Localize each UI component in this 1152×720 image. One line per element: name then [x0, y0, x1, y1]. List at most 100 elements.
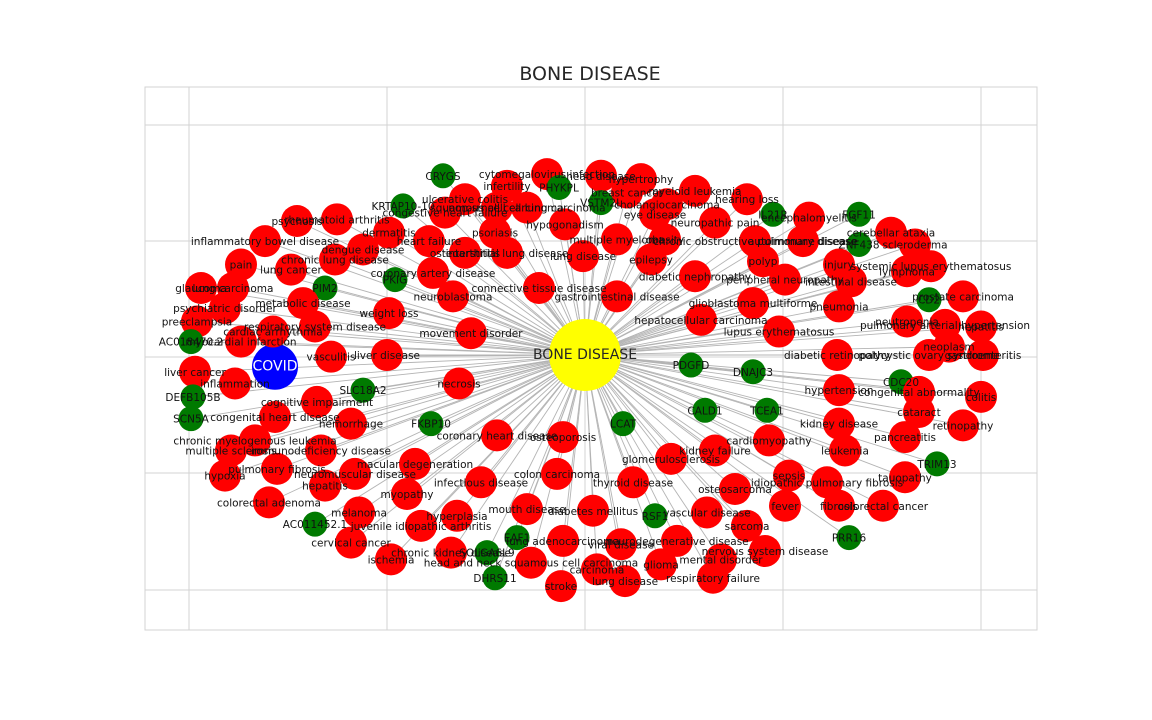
node-lung-cancer-46 [275, 253, 307, 286]
node-infectious-disease-125 [465, 466, 497, 499]
node-pim2-55 [312, 275, 338, 301]
node-lung-disease-40 [567, 240, 599, 273]
label-pdgfd-83: PDGFD [673, 360, 710, 372]
label-non-small-cell-lung-carcinoma-16: non-small cell lung carcinoma [448, 203, 605, 215]
label-cald1-97: CALD1 [687, 405, 722, 417]
node-movement-disorder-75 [455, 317, 487, 350]
label-chronic-myelogenous-leukemia-109: chronic myelogenous leukemia [173, 435, 336, 447]
edge-dengue-disease-37 [362, 249, 586, 356]
node-covid-1 [252, 343, 298, 390]
label-myopathy-129: myopathy [381, 489, 434, 501]
node-necrosis-89 [443, 367, 475, 400]
label-neuroblastoma-58: neuroblastoma [414, 291, 493, 303]
label-neuropathic-pain-22: neuropathic pain [671, 218, 760, 230]
label-glioma-155: glioma [643, 559, 679, 571]
node-kidney-disease-101 [823, 407, 855, 440]
label-fgf11-18: FGF11 [842, 209, 876, 221]
node-cardiac-arrhythmia-73 [257, 315, 289, 348]
label-injury-44: injury [824, 260, 854, 272]
label-infectious-disease-125: infectious disease [434, 477, 528, 489]
node-cataract-98 [903, 395, 935, 428]
label-preeclampsia-67: preeclampsia [162, 317, 233, 329]
node-myeloid-leukemia-8 [679, 174, 711, 207]
label-respiratory-system-disease-72: respiratory system disease [244, 322, 386, 334]
label-defb105b-94: DEFB105B [165, 392, 220, 404]
node-carcinoma-156 [581, 553, 613, 586]
label-kidney-failure-113: kidney failure [679, 445, 751, 457]
node-osteosarcoma-128 [719, 473, 751, 505]
node-defb105b-94 [180, 384, 206, 410]
label-neoplasm-78: neoplasm [923, 342, 974, 354]
node-il21r-17 [760, 201, 786, 227]
edge-fever-131 [584, 354, 786, 507]
node-cd2-61 [916, 287, 942, 313]
node-lung-disease-159 [609, 565, 641, 598]
node-sarcoma-142 [731, 509, 763, 542]
label-hypertension-91: hypertension [804, 385, 873, 397]
node-labels: BONE DISEASE COVID CRYGS cytomegalovirus in… [159, 169, 1030, 593]
node-hepatocellular-carcinoma-68 [685, 303, 717, 336]
node-hyperplasia-138 [441, 499, 473, 532]
label-systemic-lupus-erythematosus-47: systemic lupus erythematosus [851, 261, 1012, 273]
label-neuromuscular-disease-119: neuromuscular disease [294, 469, 416, 481]
node-colorectal-cancer-133 [867, 489, 899, 522]
label-neutropenia-69: neutropenia [875, 317, 939, 329]
label-pain-45: pain [230, 260, 253, 272]
node-inflammation-87 [219, 367, 251, 400]
label-glomerulosclerosis-115: glomerulosclerosis [622, 454, 720, 466]
label-mental-disorder-153: mental disorder [679, 554, 763, 566]
label-multiple-myeloma-29: multiple myeloma [569, 234, 664, 246]
node-interstitial-lung-disease-39 [491, 236, 523, 269]
node-systemic-lupus-erythematosus-47 [915, 250, 947, 283]
node-znf438-35 [846, 231, 872, 257]
label-encephalomyelitis-21: encephalomyelitis [761, 213, 857, 225]
node-dhrs11-158 [482, 565, 508, 591]
label-congenital-heart-disease-99: congenital heart disease [210, 412, 340, 424]
label-leukemia-114: leukemia [821, 445, 869, 457]
node-pulmonary-fibrosis-118 [261, 452, 293, 485]
node-weight-loss-66 [373, 297, 405, 330]
label-fever-131: fever [771, 501, 799, 513]
label-hypoxia-122: hypoxia [204, 471, 245, 483]
node-gastrointestinal-disease-59 [601, 280, 633, 313]
node-psychosis-23 [281, 205, 313, 237]
node-hypogonadism-25 [549, 208, 581, 241]
edge-cervical-cancer-147 [350, 354, 586, 543]
label-sepsis-121: sepsis [773, 471, 805, 483]
node-psychiatric-disorder-65 [209, 292, 241, 325]
label-squamous-cell-carcinoma-15: squamous cell carcinoma [430, 203, 563, 215]
label-lung-cancer-46: lung cancer [260, 265, 322, 277]
label-neurodegenerative-disease-145: neurodegenerative disease [605, 536, 748, 548]
label-obesity-30: obesity [646, 234, 684, 246]
node-head-and-neck-squamous-cell-carcinoma-154 [515, 546, 547, 579]
label-inflammation-87: inflammation [200, 378, 270, 390]
node-pkig-51 [382, 267, 408, 293]
node-ac018470-2-76 [178, 329, 204, 355]
label-lupus-erythematosus-74: lupus erythematosus [724, 327, 835, 339]
node-autoimmune-disease-34 [787, 225, 819, 258]
label-congestive-heart-failure-19: congestive heart failure [383, 208, 508, 220]
label-lcat-103: LCAT [610, 419, 637, 431]
label-lung-adenocarcinoma-144: lung adenocarcinoma [506, 536, 620, 548]
node-kidney-failure-113 [699, 434, 731, 467]
node-osteoporosis-106 [547, 421, 579, 454]
edge-pulmonary-arterial-hypertension-70 [584, 324, 946, 356]
label-breast-cancer-9: breast cancer [591, 188, 664, 200]
node-ischemia-152 [375, 543, 407, 576]
label-il21r-17: IL21R [758, 209, 788, 221]
node-juvenile-idiopathic-arthritis-141 [405, 509, 437, 542]
node-connective-tissue-disease-57 [523, 272, 555, 304]
edge-chronic-myelogenous-leukemia-109 [254, 354, 586, 441]
node-pneumonia-64 [823, 290, 855, 323]
label-cardiomyopathy-110: cardiomyopathy [726, 435, 811, 447]
node-stroke-160 [545, 570, 577, 603]
label-hypogonadism-25: hypogonadism [526, 219, 603, 231]
label-solga6l9-151: SOLGA6L9 [459, 548, 514, 560]
node-colon-carcinoma-120 [541, 457, 573, 490]
label-necrosis-89: necrosis [437, 378, 480, 390]
node-chronic-kidney-disease-150 [435, 536, 467, 569]
label-dhrs11-158: DHRS11 [473, 573, 516, 585]
node-crygs-2 [430, 163, 456, 189]
label-pim2-55: PIM2 [312, 283, 337, 295]
